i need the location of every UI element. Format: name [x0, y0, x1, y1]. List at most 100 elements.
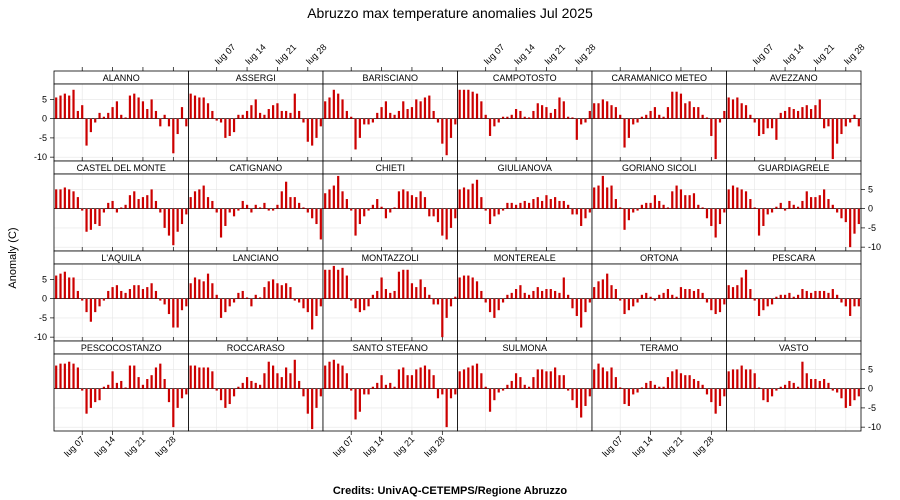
bar — [493, 118, 496, 127]
x-tick-label: lug 28 — [153, 434, 177, 458]
bar — [519, 110, 522, 119]
bar — [159, 298, 162, 301]
bar — [393, 386, 396, 389]
bar — [688, 375, 691, 389]
bar — [280, 285, 283, 299]
bar — [749, 289, 752, 299]
bar — [241, 382, 244, 389]
bar — [389, 112, 392, 119]
bar — [471, 277, 474, 299]
credits-text: Credits: UnivAQ-CETEMPS/Regione Abruzzo — [333, 485, 568, 497]
bar — [124, 117, 127, 119]
bar — [137, 97, 140, 119]
bar — [792, 109, 795, 119]
bar — [805, 105, 808, 119]
bar — [723, 208, 726, 213]
panel-sulmona: SULMONA — [457, 337, 593, 432]
bar — [371, 386, 374, 389]
panel-castel-del-monte: CASTEL DEL MONTE — [53, 157, 189, 252]
bar — [788, 200, 791, 209]
bar — [801, 200, 804, 209]
bar — [454, 296, 457, 299]
bar — [415, 197, 418, 209]
bar — [588, 388, 591, 397]
bar — [81, 105, 84, 119]
bar — [801, 361, 804, 389]
bar — [514, 289, 518, 299]
bar — [63, 187, 66, 209]
bar — [818, 380, 821, 389]
bar — [853, 388, 856, 401]
bar — [688, 195, 691, 209]
bar — [384, 101, 388, 119]
bar — [818, 290, 821, 299]
bar — [315, 208, 318, 225]
bar — [406, 191, 409, 209]
panel-catignano: CATIGNANO — [188, 157, 324, 252]
bar — [98, 298, 101, 307]
x-tick-label: lug 28 — [304, 42, 328, 66]
bar — [757, 208, 761, 236]
bar — [354, 118, 357, 150]
bar — [779, 294, 782, 299]
bar — [766, 118, 769, 129]
bar — [428, 208, 431, 217]
bar — [662, 204, 665, 209]
bar — [849, 118, 852, 123]
bar — [840, 298, 843, 303]
bar — [267, 281, 270, 299]
bar — [666, 377, 670, 389]
bar — [154, 367, 158, 389]
bar — [692, 193, 696, 209]
bar — [480, 290, 483, 299]
bar — [640, 116, 643, 119]
bar — [484, 298, 487, 303]
x-tick-label: lug 21 — [392, 434, 416, 458]
bar — [167, 118, 171, 127]
bar — [484, 386, 487, 389]
bar — [701, 114, 704, 119]
bar — [458, 89, 461, 119]
x-tick-label: lug 07 — [751, 42, 775, 66]
bar — [679, 93, 683, 119]
bar — [445, 118, 448, 156]
bar — [436, 388, 440, 399]
bar — [593, 287, 596, 299]
bar — [705, 117, 709, 119]
bar — [441, 388, 444, 395]
panel-strip-label: SULMONA — [502, 343, 547, 353]
bar — [580, 298, 583, 328]
bar — [662, 292, 665, 299]
bar — [554, 197, 557, 209]
y-tick-label: -5 — [39, 133, 47, 143]
bar — [575, 298, 578, 316]
bar — [849, 388, 852, 406]
bar — [380, 107, 383, 119]
x-tick-label: lug 28 — [842, 42, 866, 66]
bar — [185, 208, 188, 215]
bar — [549, 199, 552, 209]
bar — [133, 365, 136, 389]
bar — [94, 388, 97, 403]
bar — [514, 204, 518, 209]
bar — [597, 363, 600, 389]
x-tick-label: lug 14 — [512, 42, 536, 66]
bar — [176, 298, 179, 328]
bar — [224, 118, 227, 138]
bar — [154, 290, 158, 299]
bar — [215, 208, 218, 213]
bar — [241, 200, 244, 209]
x-tick-label: lug 07 — [600, 434, 624, 458]
bar — [371, 204, 374, 209]
bar — [653, 298, 657, 301]
bar — [770, 298, 774, 305]
bar — [636, 208, 639, 211]
bar — [163, 114, 166, 119]
x-tick-label: lug 21 — [812, 42, 836, 66]
bar — [584, 298, 587, 313]
panel-montazzoli: MONTAZZOLI — [322, 247, 458, 342]
x-tick-label: lug 07 — [331, 434, 355, 458]
bar — [267, 361, 270, 389]
bar — [285, 367, 288, 389]
bar — [814, 379, 817, 389]
